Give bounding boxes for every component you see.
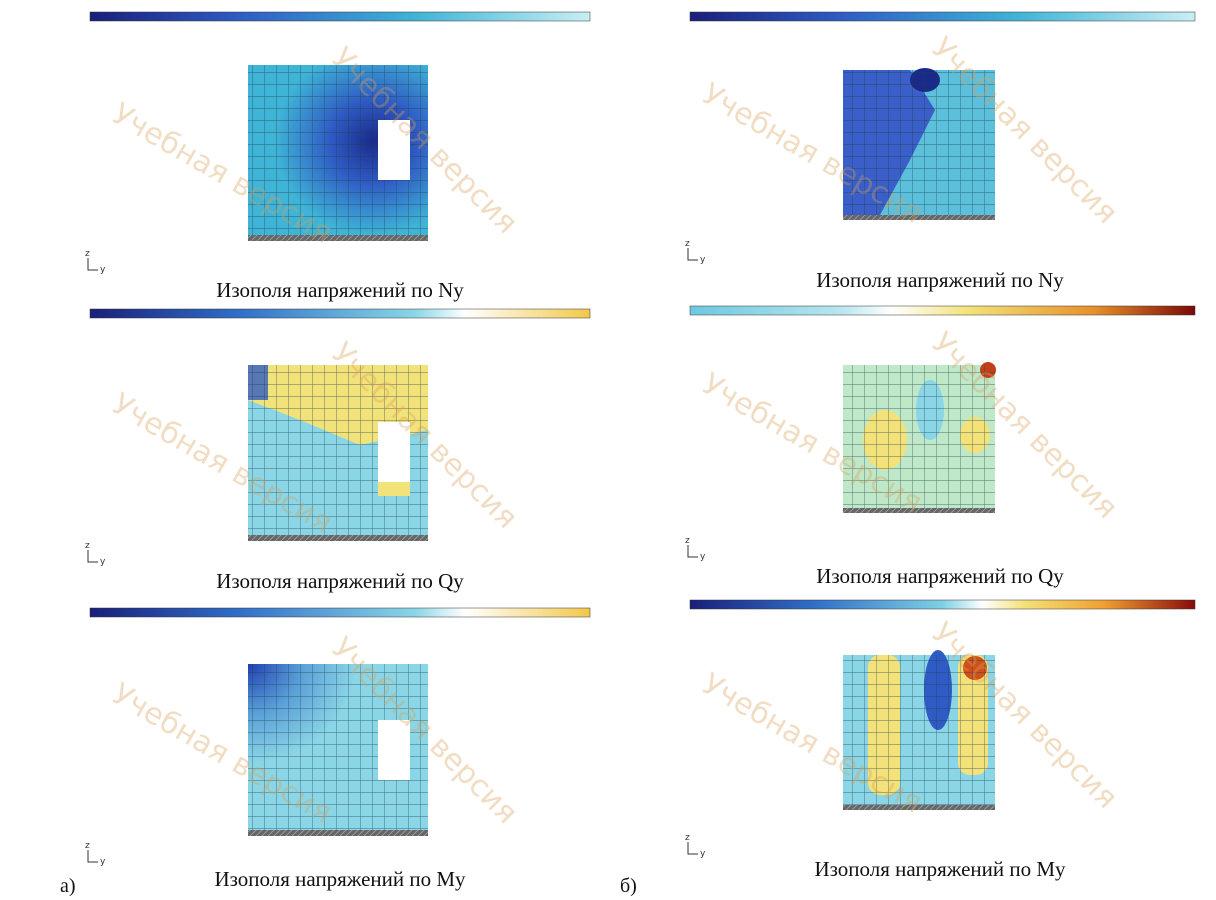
axis-y: y — [700, 255, 706, 265]
panel-label: а) — [60, 875, 76, 897]
axis-z: z — [85, 541, 90, 551]
caption: Изополя напряжений по Ny — [816, 268, 1064, 292]
caption: Изополя напряжений по My — [214, 867, 466, 891]
axis-y: y — [100, 857, 106, 867]
axis-y: y — [100, 265, 106, 275]
axis-y: y — [100, 557, 106, 567]
axis-z: z — [85, 841, 90, 851]
axis-y: y — [700, 552, 706, 562]
panel-label: б) — [620, 875, 637, 897]
caption: Изополя напряжений по Qy — [216, 569, 464, 593]
axis-z: z — [685, 833, 690, 843]
figure: Учебная версия Учебная версия Учебная ве… — [0, 0, 1216, 900]
axis-z: z — [685, 239, 690, 249]
caption: Изополя напряжений по Ny — [216, 278, 464, 302]
caption: Изополя напряжений по Qy — [816, 564, 1064, 588]
axis-z: z — [685, 536, 690, 546]
caption: Изополя напряжений по My — [814, 857, 1066, 881]
axis-z: z — [85, 249, 90, 259]
axis-y: y — [700, 849, 706, 859]
